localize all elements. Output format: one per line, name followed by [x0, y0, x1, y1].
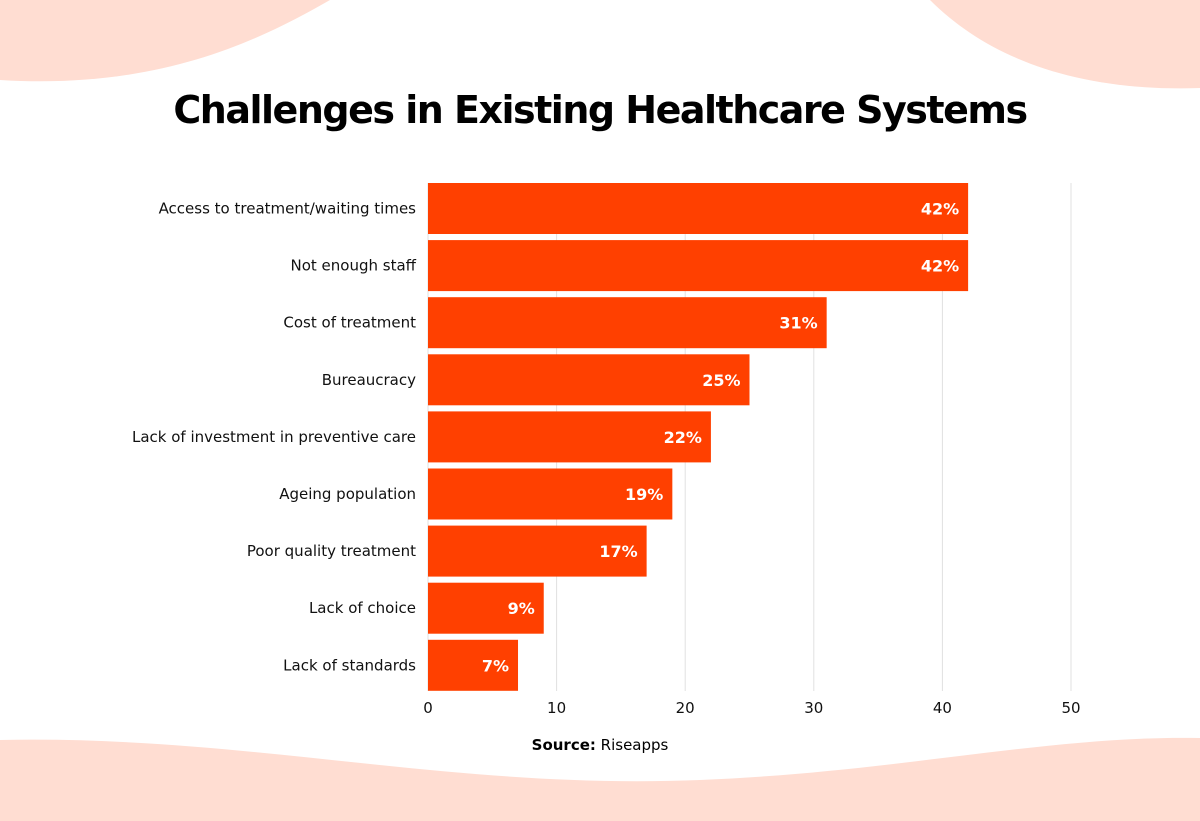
data-label: 25%: [702, 371, 740, 390]
category-label: Cost of treatment: [283, 314, 416, 332]
top-right-blob: [930, 0, 1200, 89]
chart-title: Challenges in Existing Healthcare System…: [173, 88, 1028, 132]
bar: [428, 639, 519, 691]
data-label: 42%: [921, 200, 959, 219]
data-label: 31%: [779, 314, 817, 333]
bar: [428, 240, 969, 292]
bar: [428, 411, 711, 463]
category-label: Lack of investment in preventive care: [132, 428, 416, 446]
bar: [428, 582, 544, 634]
bar: [428, 183, 969, 234]
category-label: Ageing population: [279, 485, 416, 503]
category-label: Access to treatment/waiting times: [159, 200, 417, 218]
category-label: Bureaucracy: [322, 371, 416, 389]
category-label: Lack of choice: [309, 599, 416, 617]
category-label: Poor quality treatment: [247, 542, 416, 560]
x-tick-label: 40: [933, 699, 952, 717]
data-label: 7%: [482, 656, 509, 675]
source-label: Source:: [531, 736, 596, 754]
x-tick-label: 30: [804, 699, 823, 717]
bar: [428, 354, 750, 406]
bottom-blob: [0, 737, 1200, 821]
source-value: Riseapps: [600, 736, 669, 754]
data-label: 9%: [508, 599, 535, 618]
data-label: 42%: [921, 257, 959, 276]
data-label: 22%: [664, 428, 702, 447]
x-tick-label: 20: [676, 699, 695, 717]
data-label: 19%: [625, 485, 663, 504]
x-tick-label: 0: [423, 699, 433, 717]
bar: [428, 468, 673, 520]
category-label: Not enough staff: [291, 257, 417, 275]
data-label: 17%: [599, 542, 637, 561]
bar: [428, 525, 647, 577]
bar: [428, 297, 827, 349]
top-left-blob: [0, 0, 330, 82]
source-note: Source: Riseapps: [0, 736, 1200, 754]
x-tick-label: 50: [1061, 699, 1080, 717]
x-tick-label: 10: [547, 699, 566, 717]
category-label: Lack of standards: [283, 656, 416, 674]
